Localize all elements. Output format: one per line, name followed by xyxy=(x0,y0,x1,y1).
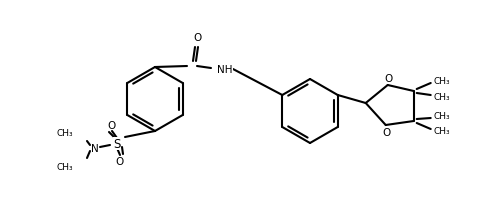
Text: CH₃: CH₃ xyxy=(433,112,449,121)
Text: O: O xyxy=(384,74,392,84)
Text: CH₃: CH₃ xyxy=(433,92,449,101)
Text: NH: NH xyxy=(217,65,232,75)
Text: O: O xyxy=(382,127,390,137)
Text: O: O xyxy=(108,121,116,130)
Text: CH₃: CH₃ xyxy=(433,127,449,136)
Text: O: O xyxy=(192,33,201,43)
Text: CH₃: CH₃ xyxy=(56,163,73,172)
Text: O: O xyxy=(116,156,124,166)
Text: S: S xyxy=(113,137,121,150)
Text: N: N xyxy=(91,143,99,153)
Text: CH₃: CH₃ xyxy=(433,77,449,86)
Text: CH₃: CH₃ xyxy=(56,128,73,137)
